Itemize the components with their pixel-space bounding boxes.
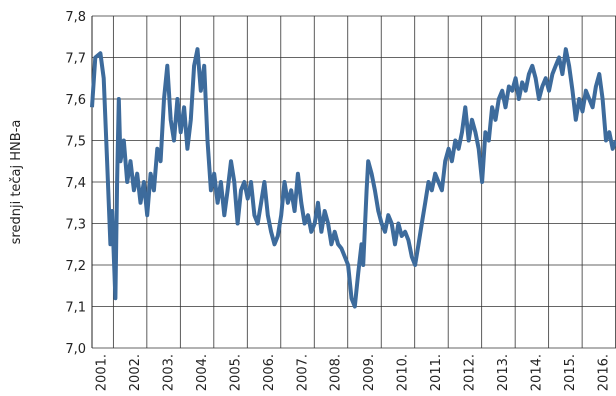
x-tick-label: 2009.	[362, 354, 377, 391]
x-tick-label: 2004.	[195, 354, 210, 391]
x-tick-label: 2014.	[530, 354, 545, 391]
x-tick-label: 2006.	[262, 354, 277, 391]
y-tick-label: 7,8	[65, 10, 86, 25]
x-tick-label: 2013.	[496, 354, 511, 391]
y-tick-label: 7,4	[65, 176, 86, 191]
x-tick-label: 2016.	[597, 354, 612, 391]
y-tick-label: 7,2	[65, 259, 86, 274]
x-tick-label: 2010.	[396, 354, 411, 391]
x-tick-label: 2011.	[429, 354, 444, 391]
y-axis-label: srednji tečaj HNB-a	[9, 120, 24, 245]
x-tick-label: 2005.	[228, 354, 243, 391]
x-tick-label: 2001.	[94, 354, 109, 391]
y-tick-label: 7,6	[65, 93, 86, 108]
series-line	[90, 47, 616, 309]
y-tick-label: 7,7	[65, 52, 86, 67]
y-tick-label: 7,3	[65, 218, 86, 233]
x-tick-label: 2007.	[295, 354, 310, 391]
y-tick-label: 7,0	[65, 342, 86, 357]
x-tick-label: 2003.	[161, 354, 176, 391]
x-tick-label: 2008.	[329, 354, 344, 391]
x-tick-label: 2002.	[128, 354, 143, 391]
x-tick-label: 2015.	[563, 354, 578, 391]
y-tick-label: 7,5	[65, 135, 86, 150]
x-tick-label: 2012.	[463, 354, 478, 391]
y-tick-label: 7,1	[65, 301, 86, 316]
